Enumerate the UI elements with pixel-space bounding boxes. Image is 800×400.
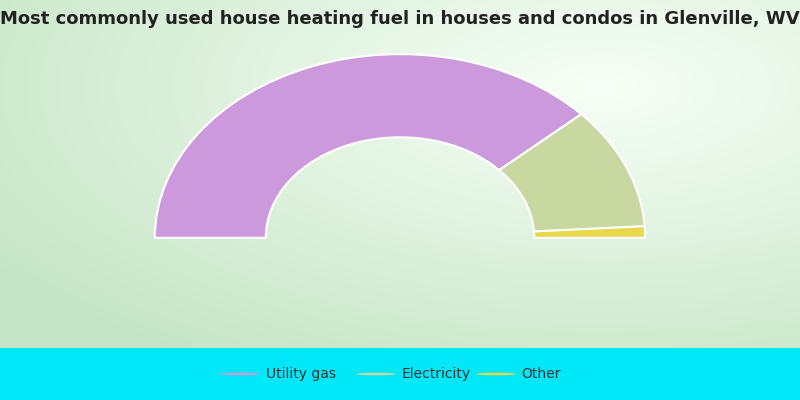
Text: Electricity: Electricity bbox=[402, 367, 470, 381]
Text: Most commonly used house heating fuel in houses and condos in Glenville, WV: Most commonly used house heating fuel in… bbox=[0, 10, 800, 28]
Text: Utility gas: Utility gas bbox=[266, 367, 336, 381]
Wedge shape bbox=[534, 226, 645, 238]
Wedge shape bbox=[499, 114, 645, 232]
Circle shape bbox=[220, 373, 260, 375]
Circle shape bbox=[356, 373, 396, 375]
Circle shape bbox=[476, 373, 516, 375]
Wedge shape bbox=[155, 54, 582, 238]
Text: Other: Other bbox=[522, 367, 561, 381]
